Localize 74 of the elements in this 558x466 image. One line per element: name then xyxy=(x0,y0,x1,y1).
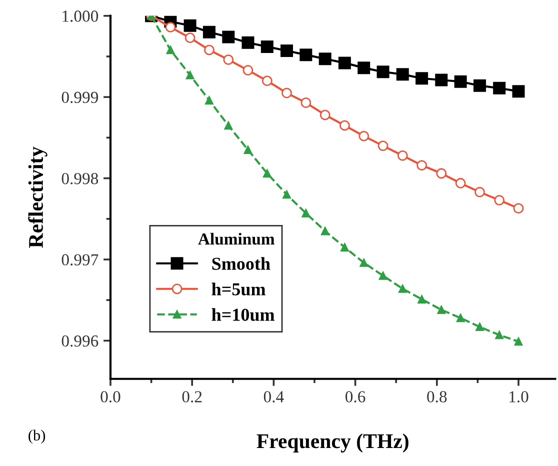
point xyxy=(320,110,330,120)
point xyxy=(437,306,446,314)
point xyxy=(493,82,506,94)
point xyxy=(360,258,368,267)
point xyxy=(416,160,427,170)
x-axis-title: Frequency (THz) xyxy=(256,434,408,453)
point xyxy=(512,85,525,98)
legend-title: Aluminum xyxy=(198,232,275,245)
point xyxy=(378,272,388,280)
point xyxy=(397,150,408,161)
point xyxy=(244,146,252,154)
point xyxy=(320,226,330,236)
point xyxy=(339,120,350,131)
x-tick-label: 0.8 xyxy=(427,391,447,402)
point xyxy=(282,190,291,199)
point xyxy=(358,62,370,74)
point xyxy=(495,330,504,340)
point xyxy=(242,65,254,76)
x-tick-label: 0.4 xyxy=(264,391,284,402)
point xyxy=(165,22,176,32)
point xyxy=(300,98,312,108)
point xyxy=(476,322,484,332)
point xyxy=(416,72,428,85)
point xyxy=(358,130,370,142)
x-tick-label: 0.0 xyxy=(100,391,120,402)
point xyxy=(456,314,465,322)
x-tick-label: 1.0 xyxy=(510,391,528,402)
point xyxy=(396,68,409,81)
point xyxy=(223,54,234,65)
point xyxy=(340,243,349,252)
point xyxy=(300,48,312,62)
point xyxy=(436,168,447,179)
point xyxy=(378,140,388,151)
legend-label: Smooth xyxy=(212,257,270,270)
point xyxy=(222,30,235,44)
point xyxy=(398,284,407,293)
point xyxy=(513,203,524,214)
point xyxy=(280,44,293,58)
point xyxy=(260,40,274,53)
point xyxy=(166,46,175,54)
point xyxy=(454,75,467,88)
point xyxy=(204,44,214,56)
x-tick-label: 0.6 xyxy=(346,391,366,402)
y-tick-label: 0.998 xyxy=(62,172,98,184)
y-tick-label: 0.997 xyxy=(62,254,98,266)
y-tick-label: 0.999 xyxy=(62,92,98,104)
point xyxy=(262,169,272,178)
point xyxy=(242,36,254,49)
point xyxy=(474,186,485,198)
point xyxy=(473,79,486,92)
point xyxy=(282,88,292,98)
x-tick-label: 0.2 xyxy=(182,391,202,402)
point xyxy=(186,70,194,80)
legend-label: h=10um xyxy=(212,308,274,321)
text: (b) xyxy=(28,430,46,444)
point xyxy=(418,295,426,304)
point xyxy=(376,66,390,78)
point xyxy=(184,19,196,32)
point xyxy=(494,194,505,206)
point xyxy=(224,121,233,130)
point xyxy=(202,26,216,38)
point xyxy=(205,96,214,104)
point xyxy=(302,209,310,218)
y-axis-title: Reflectivity xyxy=(28,146,48,248)
legend-label: h=5um xyxy=(212,282,266,296)
point xyxy=(455,178,466,188)
point xyxy=(262,76,272,86)
y-tick-label: 0.996 xyxy=(62,335,98,347)
point xyxy=(514,337,523,346)
y-tick-label: 1.000 xyxy=(62,10,98,22)
point xyxy=(318,52,332,66)
point xyxy=(184,32,196,43)
point xyxy=(338,56,351,70)
point xyxy=(435,74,448,86)
